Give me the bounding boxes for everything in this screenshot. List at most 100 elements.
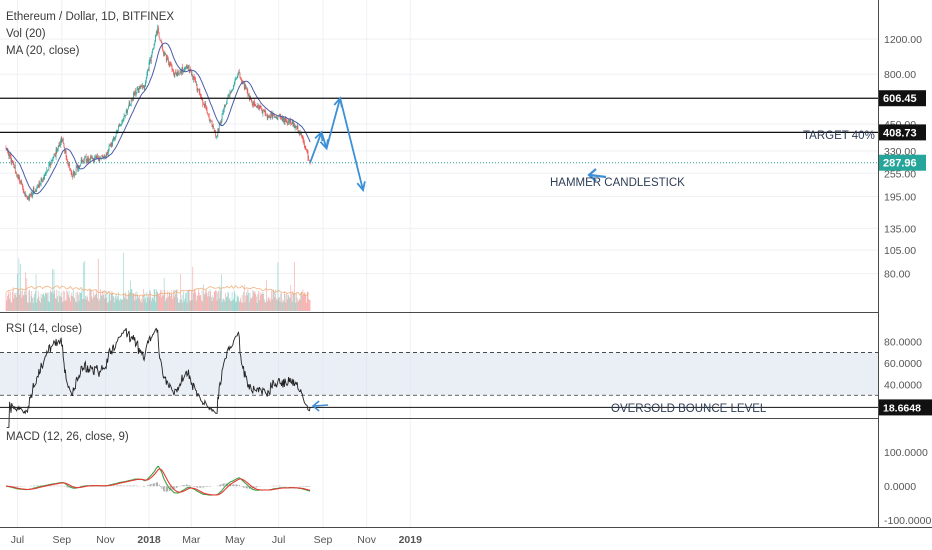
candle-body bbox=[180, 71, 181, 74]
candle-body bbox=[221, 121, 222, 124]
volume-bar bbox=[83, 298, 85, 311]
time-tick-label: May bbox=[225, 534, 246, 546]
volume-bar bbox=[282, 299, 284, 311]
volume-bar bbox=[273, 289, 274, 311]
volume-bar bbox=[55, 297, 56, 311]
volume-bar bbox=[240, 297, 242, 311]
candle-body bbox=[214, 131, 216, 133]
volume-bar bbox=[308, 299, 310, 311]
candle-body bbox=[268, 115, 269, 117]
candle-body bbox=[169, 62, 171, 66]
volume-bar bbox=[174, 290, 176, 311]
candle-body bbox=[11, 160, 13, 164]
candle-body bbox=[151, 53, 153, 56]
ma-legend: MA (20, close) bbox=[6, 45, 80, 57]
candle-body bbox=[234, 80, 236, 84]
candle-body bbox=[198, 89, 199, 90]
candle-body bbox=[120, 124, 121, 127]
volume-bar bbox=[278, 297, 279, 311]
volume-bar bbox=[205, 289, 207, 311]
candle-body bbox=[293, 122, 294, 126]
volume-bar bbox=[95, 294, 96, 311]
volume-bar bbox=[164, 290, 166, 311]
candle-body bbox=[173, 70, 174, 74]
candle-body bbox=[125, 110, 127, 116]
volume-bar bbox=[114, 302, 116, 311]
candle-body bbox=[281, 116, 283, 119]
candle-body bbox=[180, 71, 182, 73]
candle-body bbox=[14, 166, 15, 169]
volume-bar bbox=[54, 290, 56, 311]
volume-bar bbox=[65, 299, 66, 311]
candle-body bbox=[296, 126, 298, 128]
volume-bar bbox=[276, 298, 277, 311]
candle-body bbox=[288, 119, 289, 123]
candle-body bbox=[197, 88, 199, 91]
volume-bar bbox=[102, 290, 103, 311]
volume-bar bbox=[148, 298, 150, 311]
volume-bar bbox=[145, 297, 146, 311]
volume-bar bbox=[79, 292, 81, 311]
volume-bar bbox=[277, 262, 279, 311]
volume-bar bbox=[239, 300, 241, 311]
rsi-band bbox=[0, 352, 878, 396]
volume-bar bbox=[248, 301, 250, 311]
candle-body bbox=[154, 41, 156, 45]
candle-body bbox=[175, 71, 176, 73]
volume-bar bbox=[182, 302, 184, 311]
candle-body bbox=[306, 149, 307, 151]
volume-bar bbox=[97, 258, 99, 311]
moving-average-line bbox=[6, 42, 311, 195]
candle-body bbox=[115, 132, 117, 137]
volume-bar bbox=[271, 290, 272, 311]
volume-bar bbox=[6, 300, 8, 311]
candle-body bbox=[60, 142, 61, 147]
candle-body bbox=[145, 81, 146, 87]
candle-body bbox=[191, 73, 193, 75]
candle-body bbox=[302, 135, 304, 140]
candle-body bbox=[148, 70, 149, 72]
candle-body bbox=[255, 105, 257, 107]
candle-body bbox=[39, 184, 41, 186]
candle-body bbox=[211, 121, 213, 127]
volume-bar bbox=[165, 297, 167, 311]
volume-bar bbox=[221, 274, 222, 311]
volume-bar bbox=[179, 299, 181, 311]
volume-bar bbox=[134, 300, 136, 311]
candle-body bbox=[65, 150, 67, 158]
chart-title: Ethereum / Dollar, 1D, BITFINEX bbox=[6, 11, 174, 23]
volume-bar bbox=[301, 291, 302, 311]
volume-bar bbox=[80, 293, 81, 311]
candle-body bbox=[182, 66, 184, 73]
candle-body bbox=[72, 171, 74, 177]
volume-bar bbox=[169, 293, 171, 311]
candle-body bbox=[133, 93, 134, 101]
volume-bar bbox=[157, 291, 159, 311]
volume-bar bbox=[140, 301, 141, 311]
candle-body bbox=[235, 78, 237, 81]
candle-body bbox=[92, 158, 94, 161]
volume-bar bbox=[9, 292, 11, 311]
volume-bar bbox=[94, 295, 96, 311]
candle-body bbox=[198, 89, 200, 92]
volume-bar bbox=[80, 292, 82, 311]
candle-body bbox=[263, 110, 264, 112]
candle-body bbox=[270, 113, 272, 118]
time-tick-label: Mar bbox=[182, 534, 201, 546]
candle-body bbox=[221, 113, 223, 121]
volume-bar bbox=[253, 291, 254, 311]
volume-bar bbox=[47, 301, 49, 311]
volume-bar bbox=[32, 302, 34, 311]
volume-bar bbox=[120, 299, 122, 311]
time-tick-label: Sep bbox=[314, 534, 333, 546]
candle-body bbox=[257, 105, 259, 106]
candle-body bbox=[36, 187, 38, 191]
volume-bar bbox=[113, 297, 115, 311]
candle-body bbox=[220, 122, 221, 124]
candle-body bbox=[84, 157, 86, 161]
candle-body bbox=[216, 135, 218, 137]
candle-body bbox=[193, 76, 194, 80]
candle-body bbox=[105, 155, 106, 158]
volume-bar bbox=[231, 300, 232, 311]
volume-bar bbox=[73, 297, 75, 311]
